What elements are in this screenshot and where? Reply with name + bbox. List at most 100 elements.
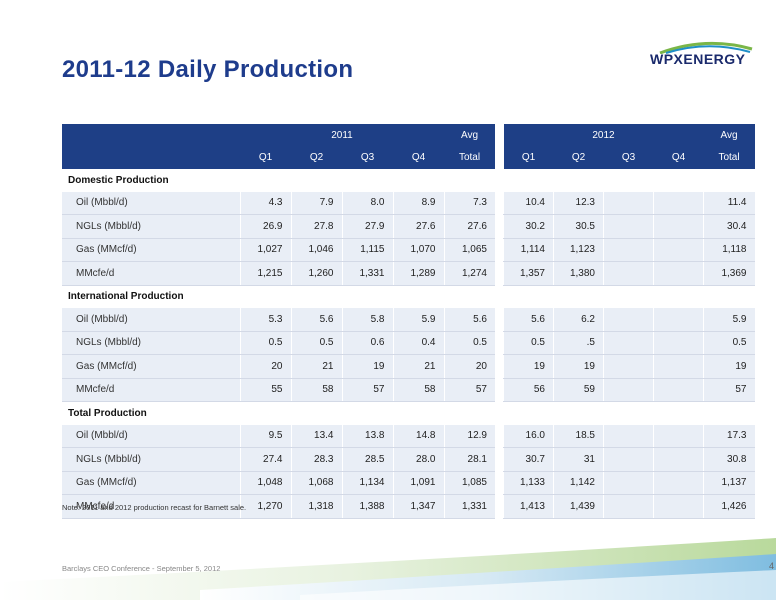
cell-2012 <box>653 447 704 472</box>
cell-2011: 1,274 <box>443 261 495 286</box>
cell-2011: 21 <box>290 354 342 379</box>
header-avg-2012: Avg <box>703 124 755 147</box>
cell-2012 <box>653 471 704 495</box>
cell-2011: 28.3 <box>290 447 342 472</box>
row-label: NGLs (Mbbl/d) <box>62 447 240 472</box>
header-q4-2011: Q4 <box>393 146 444 169</box>
row-label: MMcfe/d <box>62 378 240 402</box>
wpx-energy-logo: WPXENERGY <box>650 40 762 78</box>
cell-2012: 1,413 <box>503 494 554 519</box>
cell-2012 <box>603 214 654 239</box>
table-row: MMcfe/d 1,215 1,260 1,331 1,289 1,274 1,357 1,3… <box>62 261 755 286</box>
cell-2012: 31 <box>553 447 604 472</box>
column-gap <box>495 494 504 518</box>
logo-wpx: WPX <box>650 51 684 67</box>
cell-2011: 20 <box>239 354 291 379</box>
cell-2011: 19 <box>341 354 393 379</box>
column-gap <box>495 238 504 262</box>
cell-2012 <box>653 238 704 262</box>
table-row: Gas (MMcf/d) 1,048 1,068 1,134 1,091 1,085 1,1… <box>62 471 755 495</box>
cell-2011: 28.0 <box>392 447 444 472</box>
cell-2012 <box>603 191 654 215</box>
cell-2011: 1,065 <box>443 238 495 262</box>
cell-2012 <box>653 424 704 448</box>
cell-2011: 8.9 <box>392 191 444 215</box>
cell-2012: 1,369 <box>703 261 755 286</box>
table-row: NGLs (Mbbl/d) 26.9 27.8 27.9 27.6 27.6 30.2 30.… <box>62 214 755 239</box>
header-row-quarters: Q1 Q2 Q3 Q4 Total Q1 Q2 Q3 Q4 Total <box>62 146 755 169</box>
cell-2012: 19 <box>553 354 604 379</box>
column-gap <box>495 214 504 238</box>
row-label: Gas (MMcf/d) <box>62 354 240 379</box>
cell-2011: 0.5 <box>443 331 495 355</box>
cell-2011: 21 <box>392 354 444 379</box>
table-row: Oil (Mbbl/d) 9.5 13.4 13.8 14.8 12.9 16.0 18.5 1… <box>62 424 755 448</box>
cell-2012 <box>653 354 704 379</box>
cell-2012: 10.4 <box>503 191 554 215</box>
cell-2012: 19 <box>703 354 755 379</box>
cell-2012: 30.5 <box>553 214 604 239</box>
cell-2012: 0.5 <box>703 331 755 355</box>
footnote: Note: 2011 and 2012 production recast fo… <box>62 503 247 512</box>
header-year-2012: 2012 <box>503 124 704 147</box>
cell-2012: 11.4 <box>703 191 755 215</box>
cell-2012 <box>603 354 654 379</box>
cell-2012: 19 <box>503 354 554 379</box>
table-row: Oil (Mbbl/d) 5.3 5.6 5.8 5.9 5.6 5.6 6.2 5.9 <box>62 308 755 332</box>
header-q2-2012: Q2 <box>553 146 604 169</box>
cell-2012: 1,439 <box>553 494 604 519</box>
cell-2012 <box>653 494 704 519</box>
cell-2011: 1,115 <box>341 238 393 262</box>
cell-2012 <box>653 191 704 215</box>
row-label: Oil (Mbbl/d) <box>62 308 240 332</box>
cell-2012 <box>603 471 654 495</box>
cell-2011: 27.9 <box>341 214 393 239</box>
cell-2011: 1,260 <box>290 261 342 286</box>
cell-2011: 7.9 <box>290 191 342 215</box>
cell-2011: 1,331 <box>341 261 393 286</box>
cell-2012 <box>653 261 704 286</box>
cell-2011: 8.0 <box>341 191 393 215</box>
header-q1-2012: Q1 <box>503 146 554 169</box>
cell-2011: 1,270 <box>239 494 291 519</box>
cell-2012: 1,380 <box>553 261 604 286</box>
table-row: MMcfe/d 55 58 57 58 57 56 59 57 <box>62 378 755 402</box>
cell-2011: 57 <box>341 378 393 402</box>
cell-2011: 58 <box>392 378 444 402</box>
cell-2012: 0.5 <box>503 331 554 355</box>
cell-2011: 58 <box>290 378 342 402</box>
column-gap <box>495 447 504 471</box>
cell-2011: 0.6 <box>341 331 393 355</box>
column-gap <box>495 471 504 495</box>
cell-2012: 6.2 <box>553 308 604 332</box>
cell-2012: 5.6 <box>503 308 554 332</box>
cell-2012 <box>603 447 654 472</box>
cell-2011: 5.9 <box>392 308 444 332</box>
cell-2012: 1,426 <box>703 494 755 519</box>
cell-2011: 13.8 <box>341 424 393 448</box>
cell-2011: 12.9 <box>443 424 495 448</box>
column-gap <box>495 378 504 402</box>
cell-2012: 17.3 <box>703 424 755 448</box>
table-row: MMcfe/d 1,270 1,318 1,388 1,347 1,331 1,413 1,4… <box>62 494 755 519</box>
cell-2012: 1,357 <box>503 261 554 286</box>
column-gap <box>495 191 504 215</box>
cell-2011: 5.6 <box>290 308 342 332</box>
cell-2012: 5.9 <box>703 308 755 332</box>
cell-2012: 18.5 <box>553 424 604 448</box>
cell-2012: .5 <box>553 331 604 355</box>
cell-2011: 27.6 <box>392 214 444 239</box>
cell-2012: 56 <box>503 378 554 402</box>
section-title: Total Production <box>68 407 147 419</box>
cell-2011: 28.1 <box>443 447 495 472</box>
footer-swoosh-graphic <box>0 538 776 600</box>
cell-2012: 1,123 <box>553 238 604 262</box>
row-label: Oil (Mbbl/d) <box>62 191 240 215</box>
production-table: 2011 Avg 2012 Avg Q1 Q2 Q3 Q4 Total Q1 Q… <box>62 124 755 519</box>
header-blank <box>62 124 240 147</box>
cell-2011: 14.8 <box>392 424 444 448</box>
header-q3-2011: Q3 <box>342 146 393 169</box>
cell-2011: 5.3 <box>239 308 291 332</box>
logo-arc-icon <box>659 41 753 54</box>
section-title: Domestic Production <box>68 174 169 186</box>
